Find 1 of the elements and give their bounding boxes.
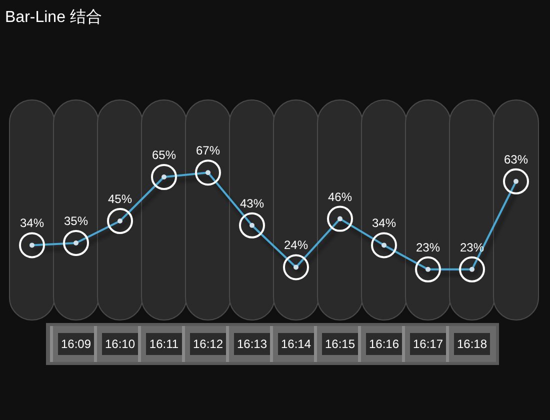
title: Bar-Line 结合 [5,9,102,26]
